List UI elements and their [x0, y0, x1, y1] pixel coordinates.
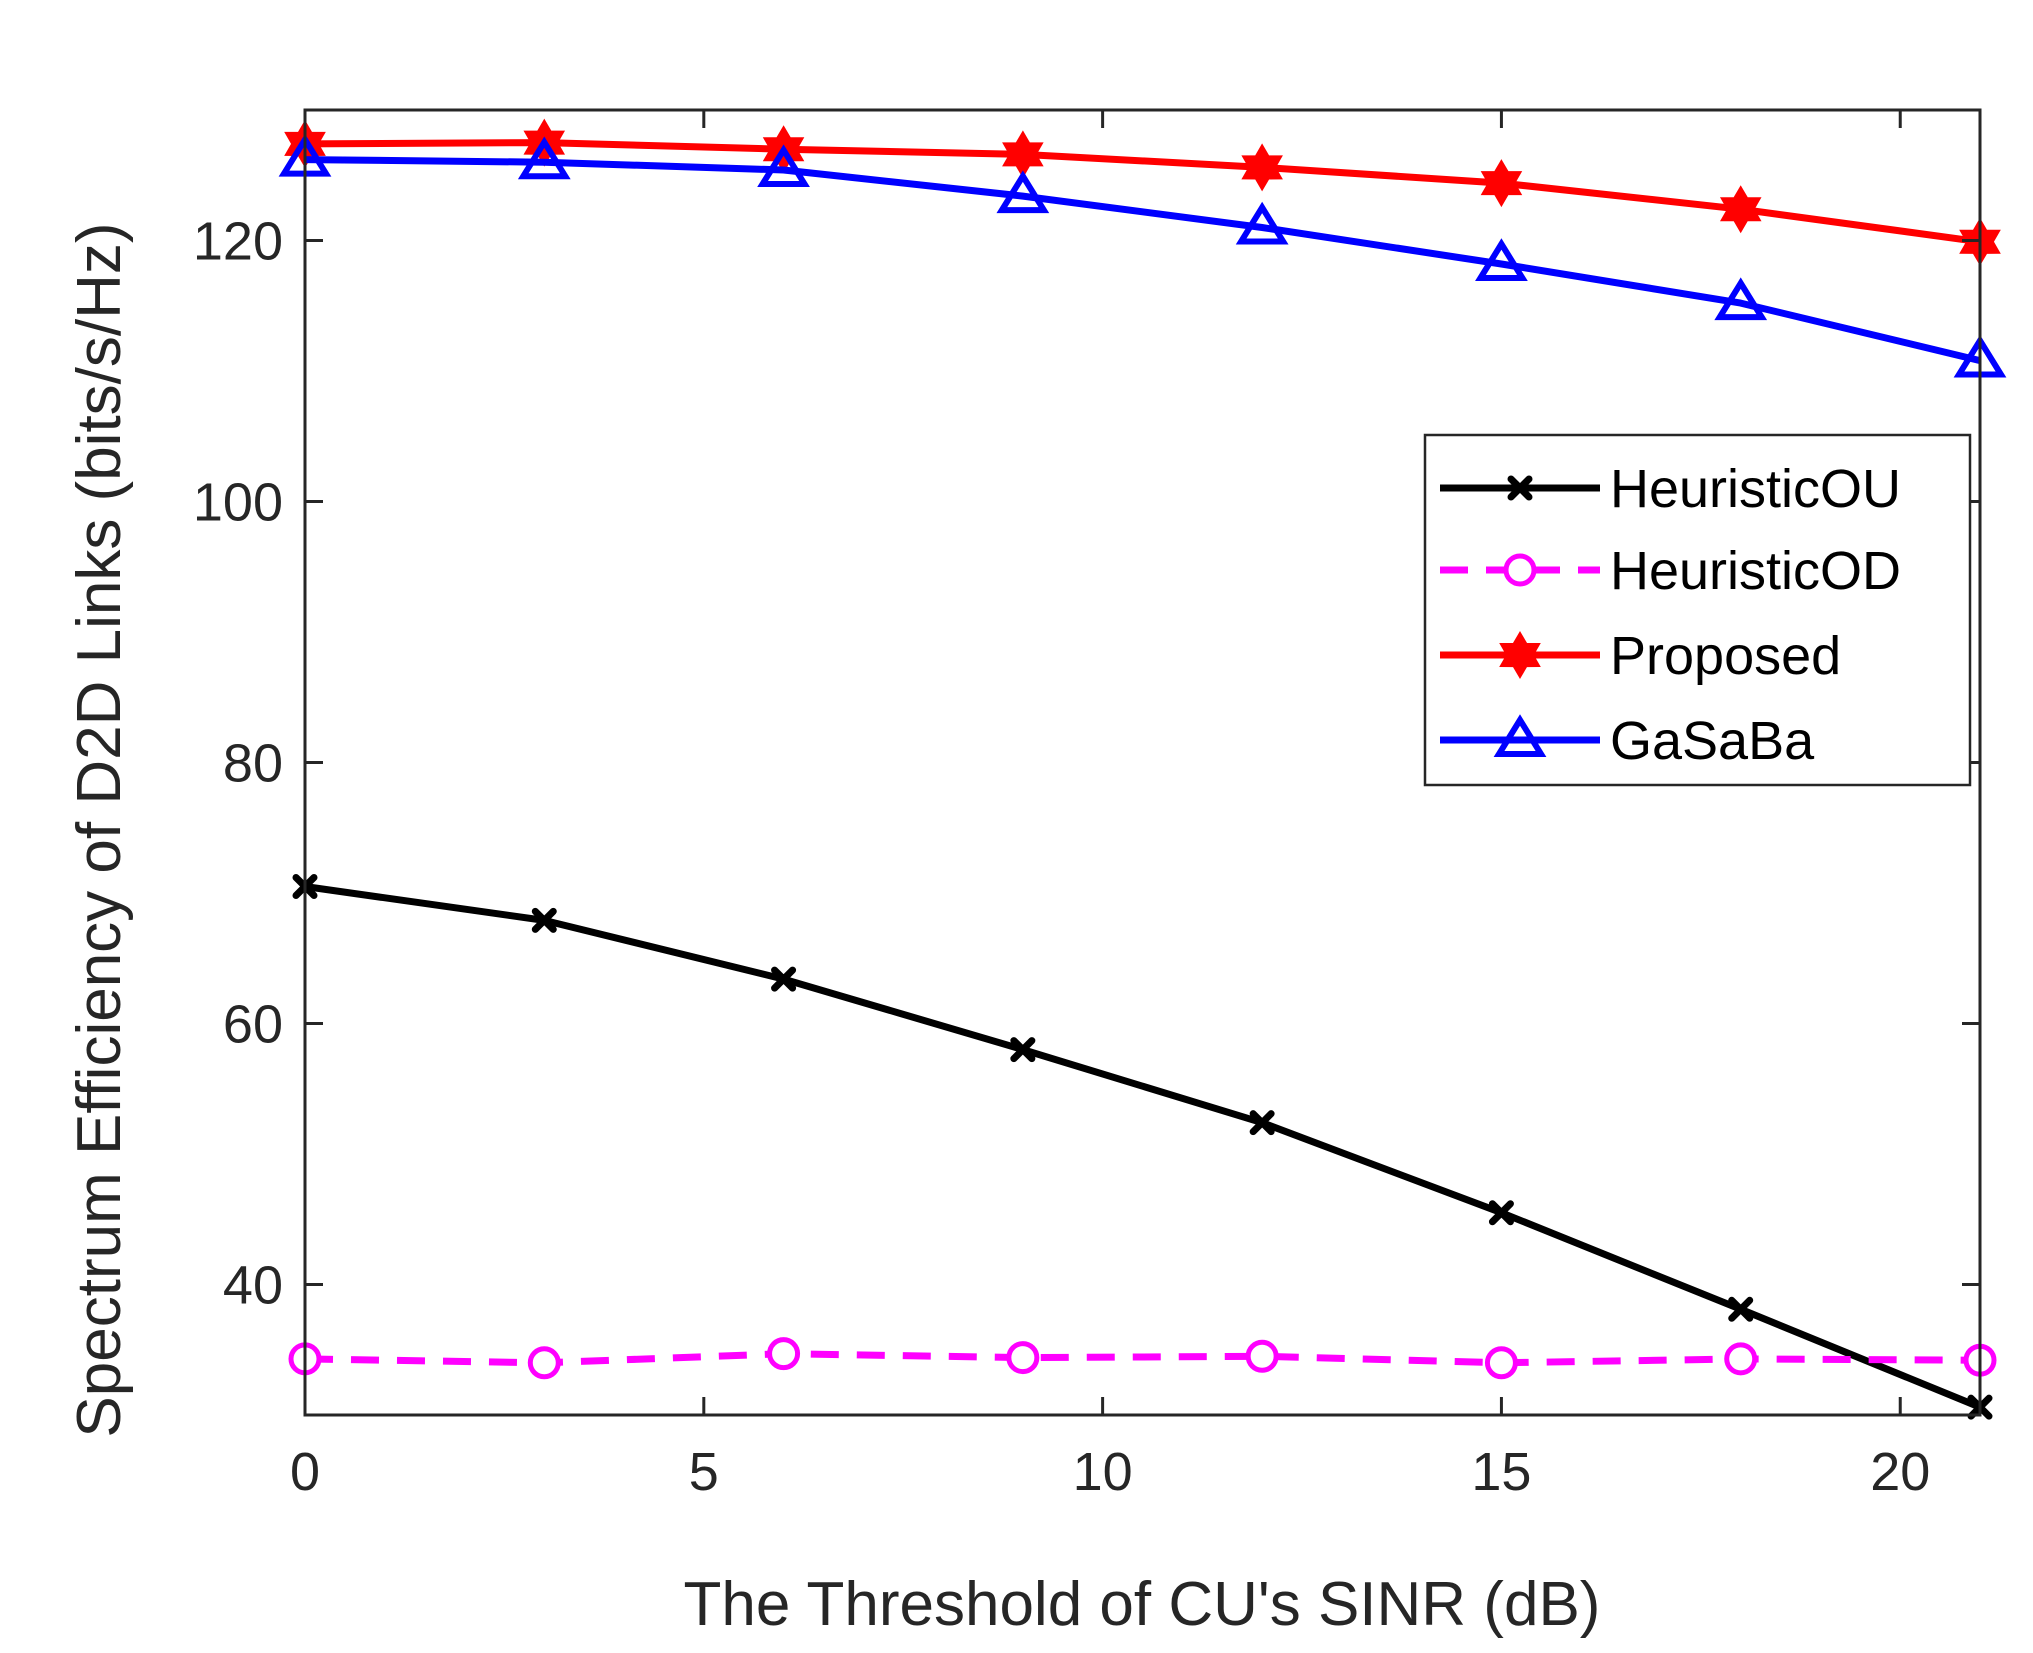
data-point: [1488, 1200, 1514, 1226]
series-line: [304, 139, 1981, 246]
data-point: [1235, 201, 1289, 245]
legend-label: Proposed: [1610, 626, 1841, 686]
series-line: [304, 156, 1981, 365]
series-line: [304, 1350, 1981, 1367]
y-tick-label: 100: [193, 473, 283, 533]
data-point: [1245, 1339, 1279, 1373]
legend-entry: HeuristicOU: [1440, 459, 1901, 519]
data-point: [1475, 238, 1528, 281]
y-tick-label: 60: [223, 995, 283, 1055]
x-tick-label: 10: [1073, 1442, 1133, 1502]
legend-entry: GaSaBa: [1440, 711, 1815, 771]
series-gasaba: [278, 133, 2007, 378]
y-tick-label: 120: [193, 212, 283, 272]
data-point: [771, 966, 797, 992]
legend-label: HeuristicOD: [1610, 541, 1901, 601]
series-layer: [278, 118, 2007, 1420]
data-point: [1010, 1037, 1036, 1063]
y-axis-title: Spectrum Efficiency of D2D Links (bits/s…: [65, 222, 134, 1437]
series-line: [304, 883, 1982, 1411]
legend-marker: [1493, 714, 1547, 757]
legend-entry: HeuristicOD: [1440, 541, 1901, 601]
data-point: [996, 170, 1050, 214]
x-tick-label: 15: [1471, 1442, 1531, 1502]
data-point: [767, 1337, 801, 1371]
legend-marker: [1503, 553, 1537, 587]
legend-label: HeuristicOU: [1610, 459, 1901, 519]
data-point: [1480, 159, 1523, 208]
legend-marker: [1499, 631, 1541, 679]
data-point: [1249, 1110, 1275, 1136]
data-point: [527, 1346, 561, 1380]
y-tick-label: 40: [223, 1256, 283, 1316]
series-heuristicou: [292, 873, 1993, 1420]
legend-entry: Proposed: [1440, 626, 1841, 686]
data-point: [1006, 1341, 1040, 1375]
y-tick-label: 80: [223, 734, 283, 794]
data-point: [517, 136, 571, 180]
data-point: [1241, 143, 1283, 192]
series-heuristicod: [288, 1337, 1997, 1380]
data-point: [1484, 1346, 1518, 1380]
data-point: [1728, 1296, 1754, 1322]
data-point: [531, 907, 557, 933]
x-tick-label: 0: [290, 1442, 320, 1502]
legend: HeuristicOU HeuristicOD Proposed GaSaBa: [1423, 433, 1972, 787]
data-point: [1724, 1342, 1758, 1376]
x-tick-label: 5: [689, 1442, 719, 1502]
data-point: [757, 144, 810, 188]
data-point: [1714, 277, 1768, 321]
x-tick-label: 20: [1870, 1442, 1930, 1502]
x-axis-title: The Threshold of CU's SINR (dB): [684, 1570, 1601, 1639]
legend-label: GaSaBa: [1610, 711, 1815, 771]
legend-marker: [1507, 475, 1533, 501]
data-point: [1719, 185, 1762, 234]
